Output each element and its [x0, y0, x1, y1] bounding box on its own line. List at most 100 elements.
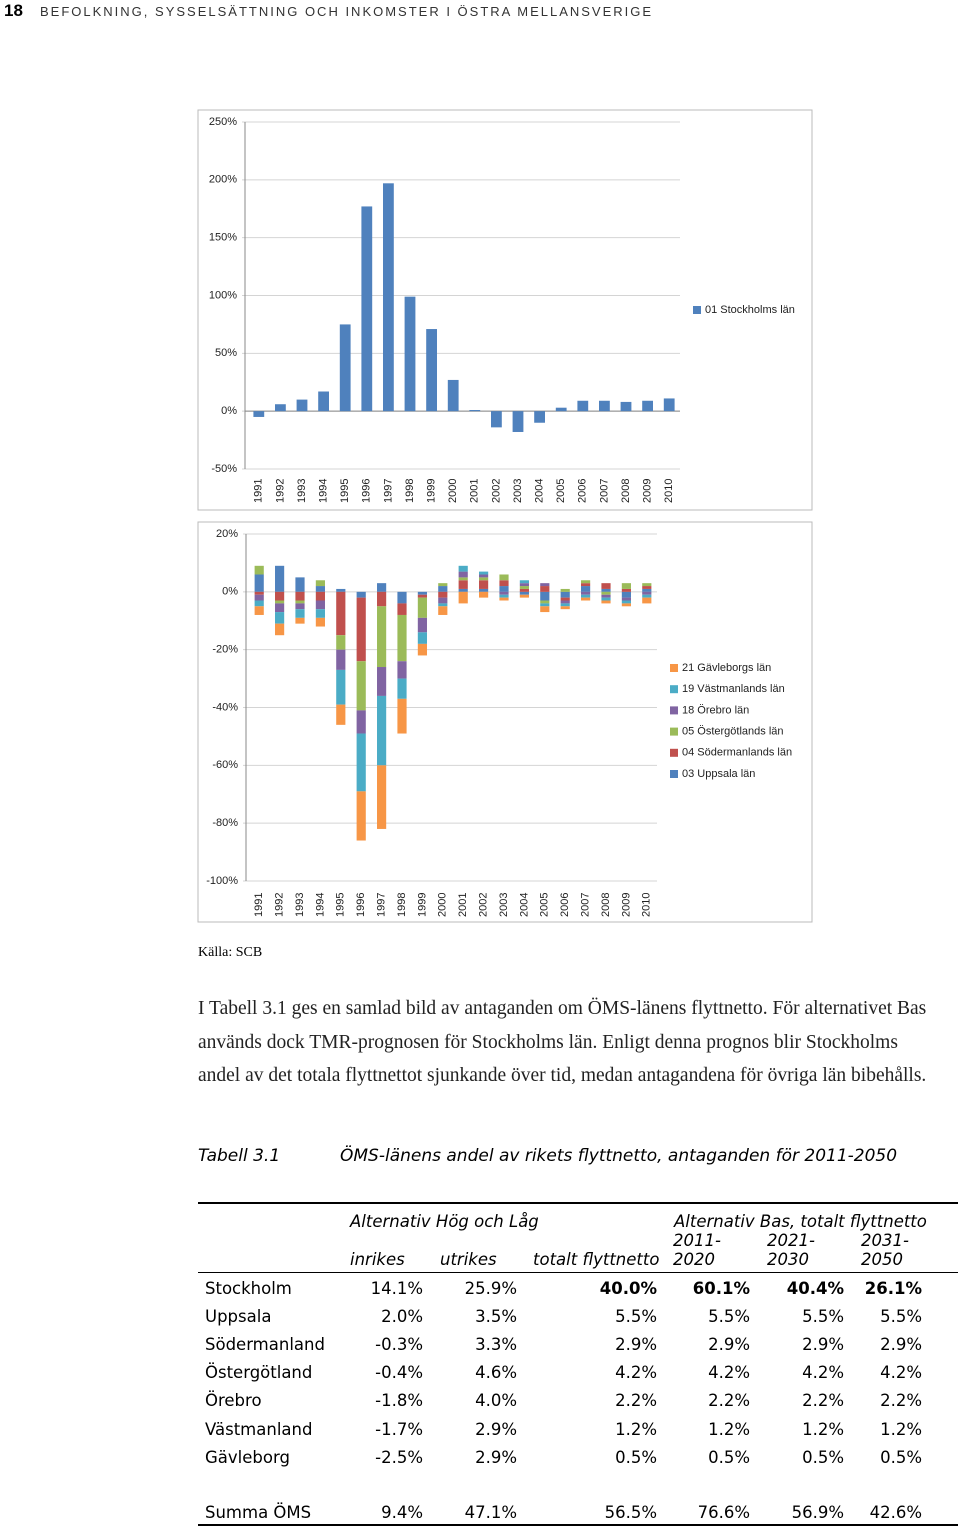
bar	[491, 411, 502, 428]
bar-segment	[479, 574, 489, 578]
y-tick-label: 250%	[209, 116, 237, 128]
bar-segment	[519, 591, 529, 595]
bar-segment	[642, 583, 652, 587]
legend-label: 04 Södermanlands län	[682, 747, 792, 759]
bar-segment	[356, 597, 366, 662]
row-label: Summa ÖMS	[205, 1503, 312, 1522]
cell: 2.0%	[381, 1307, 423, 1327]
legend-swatch	[670, 685, 678, 694]
cell: 56.5%	[604, 1503, 657, 1522]
x-tick-label: 1992	[274, 479, 286, 503]
x-tick-label: 1999	[416, 893, 428, 917]
bar-segment	[356, 710, 366, 734]
y-tick-label: 0%	[222, 586, 238, 598]
bar-segment	[581, 594, 591, 598]
page-number: 18	[4, 1, 23, 20]
cell: 1.2%	[615, 1419, 657, 1439]
bar-segment	[621, 600, 631, 604]
bar-segment	[254, 565, 264, 575]
bar	[339, 324, 351, 412]
cell: 2.2%	[802, 1391, 844, 1411]
bar-segment	[417, 632, 427, 644]
row-label: Uppsala	[205, 1307, 272, 1327]
bar-segment	[315, 617, 325, 627]
cell: 0.5%	[708, 1447, 750, 1467]
bar-segment	[642, 594, 652, 598]
bar-segment	[458, 577, 468, 581]
column-header: totalt flyttnetto	[533, 1250, 660, 1269]
column-header: 2031-2050	[861, 1231, 909, 1269]
x-tick-label: 1996	[355, 893, 367, 917]
y-tick-label: -60%	[212, 759, 238, 771]
bar-segment	[601, 594, 611, 598]
x-tick-label: 2007	[580, 893, 592, 917]
bar-segment	[336, 669, 346, 705]
bar-segment	[275, 603, 285, 613]
bar-segment	[377, 695, 387, 766]
bar-segment	[438, 606, 448, 615]
x-tick-label: 1997	[376, 893, 388, 917]
bar-segment	[377, 667, 387, 696]
source-note: Källa: SCB	[198, 945, 263, 960]
legend-swatch	[670, 727, 678, 736]
column-header: 2011-2020	[673, 1231, 721, 1269]
bar-segment	[560, 603, 570, 607]
bar-segment	[540, 583, 550, 587]
bar-segment	[417, 591, 427, 595]
cell: 2.9%	[475, 1447, 517, 1467]
bar	[361, 206, 373, 412]
row-label: Östergötland	[205, 1363, 313, 1383]
bar-segment	[499, 586, 509, 592]
bar-segment	[315, 609, 325, 618]
bar-segment	[397, 614, 407, 662]
cell: 26.1%	[864, 1279, 922, 1298]
y-tick-label: 0%	[221, 405, 237, 417]
legend-label: 05 Östergötlands län	[682, 726, 784, 738]
cell: 2.9%	[615, 1335, 657, 1355]
bar-segment	[438, 603, 448, 607]
bar-segment	[356, 733, 366, 792]
x-tick-label: 2000	[447, 479, 459, 503]
bar-segment	[397, 698, 407, 734]
bar	[642, 400, 653, 412]
bar	[253, 411, 265, 417]
bar-segment	[377, 765, 387, 829]
bar-segment	[581, 591, 591, 595]
bar-segment	[560, 600, 570, 604]
x-tick-label: 2007	[598, 479, 610, 503]
x-tick-label: 2004	[534, 479, 546, 503]
y-tick-label: 200%	[209, 174, 237, 186]
bar-segment	[540, 606, 550, 613]
cell: 0.5%	[615, 1447, 657, 1467]
legend-swatch	[670, 770, 678, 778]
y-tick-label: 150%	[209, 232, 237, 244]
y-tick-label: -100%	[206, 875, 238, 887]
cell: 2.2%	[708, 1391, 750, 1411]
bar-segment	[315, 580, 325, 587]
bar-segment	[519, 583, 529, 587]
chart-frame	[197, 109, 813, 511]
bar	[426, 329, 437, 412]
bar	[296, 399, 308, 412]
bar-segment	[601, 588, 611, 592]
cell: 5.5%	[708, 1307, 750, 1327]
cell: 2.9%	[475, 1419, 517, 1439]
y-tick-label: 100%	[209, 289, 237, 301]
bar-segment	[336, 591, 346, 636]
bar-segment	[438, 597, 448, 604]
row-label: Gävleborg	[205, 1447, 290, 1467]
bar-segment	[458, 571, 468, 578]
bar-segment	[621, 583, 631, 589]
bar-segment	[642, 588, 652, 592]
bar-segment	[315, 591, 325, 601]
x-tick-label: 2001	[457, 893, 469, 917]
x-tick-label: 1993	[296, 479, 308, 503]
cell: -1.7%	[375, 1419, 423, 1439]
chart-frame	[197, 521, 813, 923]
bar	[599, 400, 610, 412]
cell: 14.1%	[370, 1279, 423, 1298]
table-rule	[198, 1272, 958, 1273]
column-header: utrikes	[440, 1250, 497, 1269]
bar	[275, 404, 286, 412]
bar-segment	[275, 565, 285, 592]
